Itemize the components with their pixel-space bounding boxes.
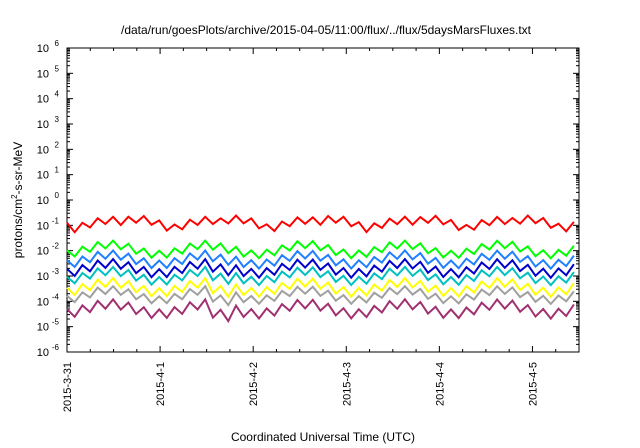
y-tick-base: 10	[37, 144, 49, 156]
y-tick-base: 10	[37, 94, 49, 106]
y-tick-base: 10	[37, 195, 49, 207]
series-line-2	[66, 239, 575, 260]
y-tick-base: 10	[37, 43, 49, 55]
y-tick-label: 10	[37, 119, 49, 131]
x-tick-label: 2015-4-3	[341, 362, 353, 406]
y-tick-exp: 6	[55, 39, 60, 48]
y-tick-exp: -3	[52, 267, 60, 276]
y-tick-label: 10	[37, 322, 49, 334]
x-tick-label: 2015-4-2	[248, 362, 260, 406]
y-axis-label-post: -s-sr-MeV	[11, 142, 25, 195]
y-axis-label: protons/cm2-s-sr-MeV	[10, 142, 25, 258]
y-tick-label: 10	[37, 347, 49, 359]
y-tick-exp: 5	[55, 64, 60, 73]
series-line-4	[66, 257, 575, 280]
y-tick-base: 10	[37, 322, 49, 334]
y-tick-base: 10	[37, 271, 49, 283]
y-tick-label: 10	[37, 195, 49, 207]
series-line-6	[66, 276, 575, 299]
y-tick-base: 10	[37, 220, 49, 232]
y-tick-exp: -4	[52, 292, 60, 301]
series-line-5	[66, 265, 575, 287]
y-tick-label: 10	[37, 170, 49, 182]
series-line-1	[66, 214, 575, 234]
y-tick-exp: 0	[55, 191, 60, 200]
x-tick-label: 2015-4-4	[434, 362, 446, 406]
x-tick-label: 2015-4-5	[527, 362, 539, 406]
x-tick-label: 2015-4-1	[155, 362, 167, 406]
y-tick-exp: 3	[55, 115, 60, 124]
y-axis: 10 -610 -510 -410 -310 -210 -110 010 110 210 310 41…	[37, 39, 579, 359]
y-tick-exp: -5	[52, 318, 60, 327]
y-tick-label: 10	[37, 220, 49, 232]
y-tick-exp: 2	[55, 140, 60, 149]
y-tick-exp: -6	[52, 343, 60, 352]
y-tick-base: 10	[37, 119, 49, 131]
y-tick-label: 10	[37, 144, 49, 156]
x-tick-label: 2015-3-31	[62, 362, 74, 412]
y-tick-base: 10	[37, 170, 49, 182]
y-axis-label-sup: 2	[10, 194, 19, 199]
y-tick-exp: 1	[55, 166, 60, 175]
y-tick-base: 10	[37, 347, 49, 359]
y-tick-exp: -1	[52, 216, 60, 225]
series-line-3	[66, 248, 575, 271]
y-tick-base: 10	[37, 296, 49, 308]
y-tick-base: 10	[37, 68, 49, 80]
y-tick-label: 10	[37, 271, 49, 283]
y-tick-exp: 4	[55, 90, 60, 99]
y-tick-label: 10	[37, 296, 49, 308]
y-tick-base: 10	[37, 246, 49, 258]
y-tick-exp: -2	[52, 242, 60, 251]
y-tick-label: 10	[37, 68, 49, 80]
y-tick-label: 10	[37, 43, 49, 55]
y-axis-label-pre: protons/cm	[11, 199, 25, 258]
x-axis: 2015-3-31 2015-4-1 2015-4-2 2015-4-3 2015-4-…	[62, 48, 557, 412]
series-line-8	[66, 297, 575, 324]
x-axis-label: Coordinated Universal Time (UTC)	[231, 430, 415, 444]
y-tick-label: 10	[37, 94, 49, 106]
y-tick-label: 10	[37, 246, 49, 258]
series-line-7	[66, 284, 575, 307]
series-layer	[66, 214, 575, 324]
chart-title: /data/run/goesPlots/archive/2015-04-05/1…	[121, 23, 532, 37]
